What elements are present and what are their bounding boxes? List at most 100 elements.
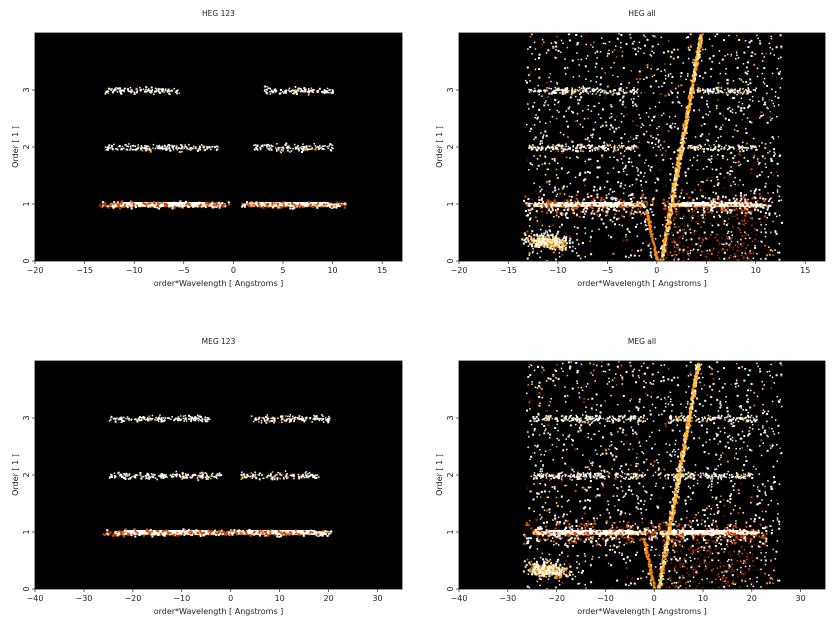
- event-point: [754, 145, 757, 147]
- event-point: [606, 144, 608, 146]
- event-point: [310, 87, 313, 89]
- event-point: [558, 255, 561, 258]
- event-point: [134, 145, 136, 147]
- event-point: [685, 202, 688, 205]
- event-point: [212, 205, 215, 208]
- event-point: [579, 147, 581, 149]
- event-point: [730, 90, 733, 93]
- event-point: [99, 204, 102, 207]
- event-point: [172, 201, 175, 204]
- event-point: [639, 197, 642, 200]
- event-point: [197, 203, 200, 206]
- event-point: [763, 103, 765, 106]
- event-point: [649, 168, 651, 171]
- event-point: [611, 205, 614, 207]
- event-point: [748, 206, 751, 208]
- event-point: [622, 192, 625, 195]
- event-point: [766, 121, 769, 124]
- event-point: [119, 145, 121, 147]
- event-point: [620, 90, 623, 92]
- event-point: [609, 156, 611, 159]
- event-point: [644, 36, 646, 38]
- event-point: [558, 243, 560, 245]
- event-point: [547, 104, 549, 106]
- event-point: [763, 198, 766, 201]
- event-point: [316, 90, 318, 92]
- event-point: [722, 201, 725, 204]
- event-point: [741, 210, 744, 213]
- event-point: [662, 202, 664, 204]
- event-point: [106, 90, 108, 93]
- event-point: [130, 204, 133, 207]
- event-point: [617, 91, 620, 94]
- event-point: [573, 207, 575, 210]
- event-point: [275, 204, 278, 207]
- event-point: [565, 73, 567, 75]
- event-point: [284, 201, 287, 204]
- event-point: [639, 117, 641, 119]
- event-point: [539, 186, 541, 188]
- event-point: [756, 75, 759, 78]
- event-point: [152, 147, 154, 149]
- event-point: [711, 206, 714, 209]
- event-point: [548, 201, 551, 204]
- event-point: [555, 212, 558, 215]
- event-point: [293, 203, 296, 206]
- event-point: [179, 144, 182, 146]
- event-point: [116, 201, 119, 204]
- event-point: [631, 192, 634, 195]
- event-point: [149, 91, 152, 94]
- event-point: [690, 208, 693, 211]
- event-point: [169, 149, 172, 152]
- event-point: [534, 90, 536, 93]
- event-point: [585, 210, 588, 213]
- event-point: [284, 144, 286, 146]
- event-point: [632, 165, 635, 167]
- event-point: [664, 154, 667, 157]
- event-point: [622, 168, 625, 170]
- event-point: [720, 90, 722, 92]
- event-point: [217, 148, 219, 151]
- event-point: [576, 41, 579, 44]
- event-point: [552, 144, 554, 146]
- event-point: [280, 92, 282, 94]
- event-point: [554, 209, 557, 212]
- event-point: [687, 145, 690, 147]
- event-point: [211, 201, 214, 204]
- event-point: [152, 201, 155, 204]
- event-point: [620, 87, 622, 89]
- event-point: [530, 127, 533, 130]
- event-point: [780, 47, 783, 49]
- event-point: [166, 91, 169, 93]
- event-point: [707, 139, 710, 142]
- event-point: [164, 88, 167, 90]
- event-point: [329, 149, 332, 151]
- event-point: [632, 105, 634, 107]
- event-point: [147, 148, 150, 151]
- event-point: [627, 140, 630, 143]
- event-point: [296, 148, 299, 150]
- event-point: [639, 74, 641, 76]
- event-point: [105, 149, 108, 151]
- event-point: [626, 173, 628, 176]
- event-point: [692, 58, 695, 61]
- event-point: [699, 245, 702, 247]
- event-point: [716, 210, 719, 213]
- event-point: [599, 83, 602, 86]
- event-point: [680, 192, 682, 194]
- event-point: [537, 116, 539, 119]
- event-point: [700, 180, 703, 183]
- event-point: [158, 202, 161, 205]
- event-point: [310, 90, 313, 93]
- event-point: [328, 145, 330, 147]
- event-point: [113, 201, 116, 204]
- event-point: [199, 149, 202, 151]
- event-point: [331, 144, 334, 147]
- event-point: [558, 216, 560, 218]
- event-point: [133, 148, 135, 151]
- event-point: [743, 205, 746, 208]
- event-point: [654, 182, 656, 184]
- event-point: [747, 234, 750, 236]
- event-point: [316, 91, 319, 93]
- event-point: [106, 205, 109, 208]
